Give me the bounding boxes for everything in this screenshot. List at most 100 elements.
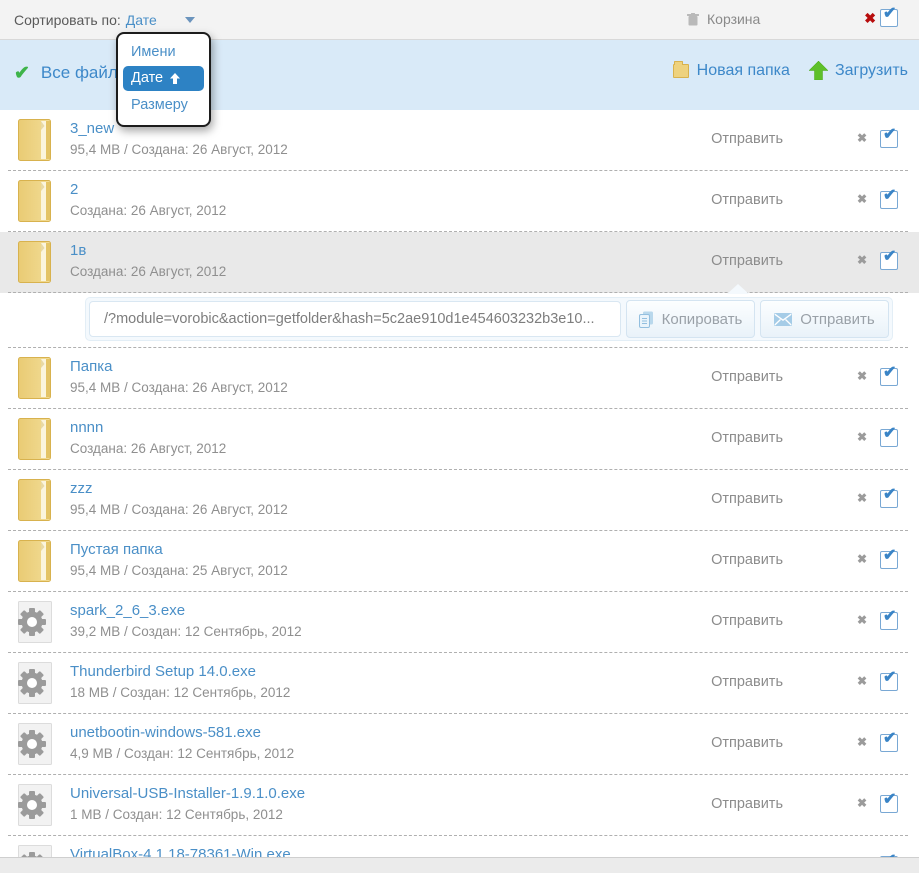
upload-button[interactable]: Загрузить <box>834 61 908 79</box>
send-link[interactable]: Отправить <box>711 796 783 812</box>
file-name-link[interactable]: Папка <box>70 358 113 375</box>
delete-icon[interactable]: ✖ <box>856 131 867 145</box>
copy-link-button[interactable]: Копировать <box>626 300 755 338</box>
select-all-checkbox[interactable]: ✔ <box>880 5 898 27</box>
file-row[interactable]: nnnn Создана: 26 Август, 2012 Отправить … <box>0 409 919 470</box>
send-link[interactable]: Отправить <box>711 735 783 751</box>
page-title: Все файлы <box>40 63 131 82</box>
file-meta: 18 МВ / Создан: 12 Сентябрь, 2012 <box>70 685 291 700</box>
sort-option-date-selected[interactable]: Дате <box>123 66 204 91</box>
envelope-icon <box>774 312 793 326</box>
file-name-link[interactable]: 3_new <box>70 120 115 137</box>
check-icon: ✔ <box>883 364 897 381</box>
trash-icon <box>687 12 699 25</box>
delete-icon[interactable]: ✖ <box>856 552 867 566</box>
file-name-link[interactable]: zzz <box>70 480 93 497</box>
trash-label: Корзина <box>707 11 761 27</box>
file-name-link[interactable]: Universal-USB-Installer-1.9.1.0.exe <box>70 785 306 802</box>
file-meta: 95,4 МВ / Создана: 25 Август, 2012 <box>70 563 288 578</box>
send-link[interactable]: Отправить <box>711 192 783 208</box>
copy-icon <box>638 311 653 328</box>
all-files-heading: ✔ Все файлы <box>14 63 130 83</box>
file-name-link[interactable]: unetbootin-windows-581.exe <box>70 724 261 741</box>
row-checkbox[interactable]: ✔ <box>880 248 898 270</box>
send-link[interactable]: Отправить <box>711 430 783 446</box>
send-link[interactable]: Отправить <box>711 369 783 385</box>
file-row[interactable]: unetbootin-windows-581.exe 4,9 МВ / Созд… <box>0 714 919 775</box>
file-meta: Создана: 26 Август, 2012 <box>70 203 227 218</box>
folder-icon <box>18 241 51 288</box>
trash-link[interactable]: Корзина <box>687 11 760 27</box>
delete-icon[interactable]: ✖ <box>856 613 867 627</box>
file-list: 3_new 95,4 МВ / Создана: 26 Август, 2012… <box>0 110 919 873</box>
row-checkbox[interactable]: ✔ <box>880 669 898 691</box>
row-checkbox[interactable]: ✔ <box>880 187 898 209</box>
delete-icon[interactable]: ✖ <box>856 369 867 383</box>
file-row[interactable]: Папка 95,4 МВ / Создана: 26 Август, 2012… <box>0 348 919 409</box>
file-name-link[interactable]: nnnn <box>70 419 104 436</box>
delete-icon[interactable]: ✖ <box>856 253 867 267</box>
upload-arrow-icon <box>808 61 828 80</box>
delete-icon[interactable]: ✖ <box>856 491 867 505</box>
row-checkbox[interactable]: ✔ <box>880 486 898 508</box>
delete-icon[interactable]: ✖ <box>856 430 867 444</box>
send-link[interactable]: Отправить <box>711 552 783 568</box>
exe-gear-icon <box>18 784 52 831</box>
file-row[interactable]: Пустая папка 95,4 МВ / Создана: 25 Авгус… <box>0 531 919 592</box>
sort-option-name[interactable]: Имени <box>131 44 176 60</box>
row-checkbox[interactable]: ✔ <box>880 126 898 148</box>
row-checkbox[interactable]: ✔ <box>880 364 898 386</box>
file-meta: Создана: 26 Август, 2012 <box>70 441 227 456</box>
delete-icon[interactable]: ✖ <box>856 796 867 810</box>
row-checkbox[interactable]: ✔ <box>880 547 898 569</box>
share-panel-row: Копировать Отправить <box>0 284 919 348</box>
file-row[interactable]: spark_2_6_3.exe 39,2 МВ / Создан: 12 Сен… <box>0 592 919 653</box>
toolbar-actions: Новая папка Загрузить <box>672 60 908 80</box>
chevron-down-icon[interactable] <box>184 17 195 23</box>
sort-option-size[interactable]: Размеру <box>131 97 188 113</box>
sort-current-value[interactable]: Дате <box>125 12 157 28</box>
file-name-link[interactable]: Thunderbird Setup 14.0.exe <box>70 663 256 680</box>
sort-label: Сортировать по: <box>14 12 121 28</box>
file-name-link[interactable]: 2 <box>70 181 79 198</box>
sort-option-date-label: Дате <box>131 70 164 86</box>
file-row[interactable]: 3_new 95,4 МВ / Создана: 26 Август, 2012… <box>0 110 919 171</box>
file-name-link[interactable]: Пустая папка <box>70 541 163 558</box>
file-row[interactable]: 2 Создана: 26 Август, 2012 Отправить ✖ ✔ <box>0 171 919 232</box>
row-checkbox[interactable]: ✔ <box>880 608 898 630</box>
send-link[interactable]: Отправить <box>711 491 783 507</box>
check-icon: ✔ <box>883 791 897 808</box>
send-link-button[interactable]: Отправить <box>760 300 889 338</box>
row-checkbox[interactable]: ✔ <box>880 730 898 752</box>
deselect-all-icon[interactable]: ✖ <box>864 10 876 26</box>
send-link[interactable]: Отправить <box>711 253 783 269</box>
check-icon: ✔ <box>883 547 897 564</box>
folder-icon <box>18 119 51 166</box>
file-name-link[interactable]: 1в <box>70 242 87 259</box>
file-meta: 1 МВ / Создан: 12 Сентябрь, 2012 <box>70 807 283 822</box>
file-row[interactable]: zzz 95,4 МВ / Создана: 26 Август, 2012 О… <box>0 470 919 531</box>
exe-gear-icon <box>18 662 52 709</box>
row-checkbox[interactable]: ✔ <box>880 791 898 813</box>
new-folder-button[interactable]: Новая папка <box>696 61 790 79</box>
folder-icon <box>18 180 51 227</box>
folder-icon <box>18 540 51 587</box>
share-panel: Копировать Отправить <box>85 297 893 341</box>
row-checkbox[interactable]: ✔ <box>880 425 898 447</box>
check-icon: ✔ <box>883 486 897 503</box>
share-url-input[interactable] <box>89 301 621 337</box>
file-name-link[interactable]: spark_2_6_3.exe <box>70 602 186 619</box>
exe-gear-icon <box>18 601 52 648</box>
delete-icon[interactable]: ✖ <box>856 192 867 206</box>
send-link[interactable]: Отправить <box>711 613 783 629</box>
delete-icon[interactable]: ✖ <box>856 735 867 749</box>
send-link[interactable]: Отправить <box>711 674 783 690</box>
delete-icon[interactable]: ✖ <box>856 674 867 688</box>
send-link[interactable]: Отправить <box>711 131 783 147</box>
file-meta: 4,9 МВ / Создан: 12 Сентябрь, 2012 <box>70 746 295 761</box>
file-row[interactable]: Universal-USB-Installer-1.9.1.0.exe 1 МВ… <box>0 775 919 836</box>
file-row[interactable]: 1в Создана: 26 Август, 2012 Отправить ✖ … <box>0 232 919 293</box>
file-row[interactable]: Thunderbird Setup 14.0.exe 18 МВ / Созда… <box>0 653 919 714</box>
check-icon: ✔ <box>883 248 897 265</box>
exe-gear-icon <box>18 723 52 770</box>
